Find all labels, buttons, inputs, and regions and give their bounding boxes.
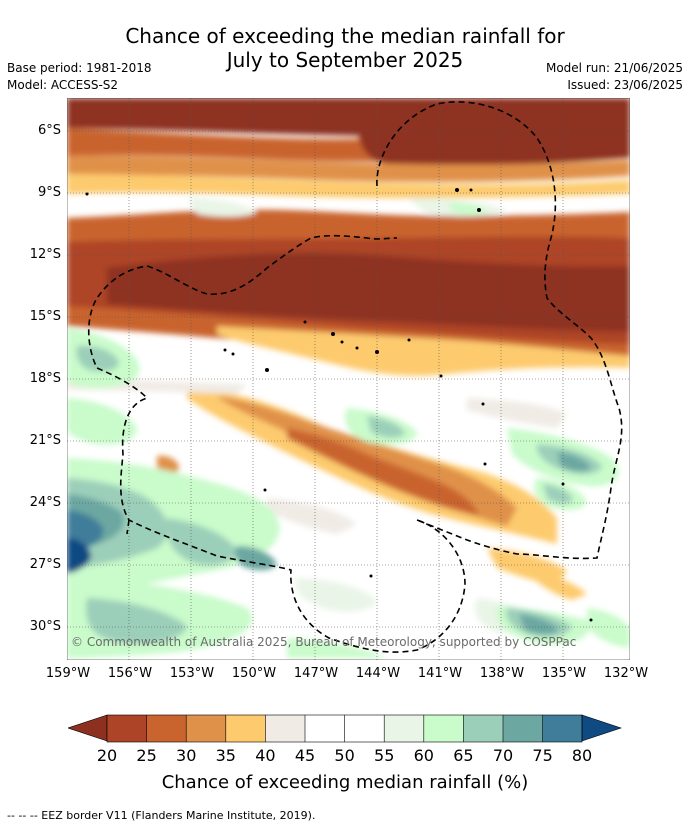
colorbar-bin-60-65	[423, 715, 464, 742]
meta-left: Base period: 1981-2018 Model: ACCESS-S2	[7, 60, 152, 94]
lat-label-18s: 18°S	[29, 371, 61, 386]
colorbar-tick-35: 35	[215, 746, 236, 765]
meta-right: Model run: 21/06/2025 Issued: 23/06/2025	[546, 60, 683, 94]
lon-label-132w: 132°W	[603, 666, 649, 681]
colorbar-bin-40-45	[265, 715, 305, 742]
title-line-1: Chance of exceeding the median rainfall …	[125, 24, 565, 48]
lon-label-135w: 135°W	[541, 666, 587, 681]
colorbar-tick-30: 30	[176, 746, 197, 765]
islands	[85, 188, 593, 622]
lat-label-21s: 21°S	[29, 433, 61, 448]
colorbar-bin-30-35	[186, 715, 226, 742]
rainfall-map: © Commonwealth of Australia 2025, Bureau…	[67, 98, 630, 660]
colorbar-bin-35-40	[225, 715, 266, 742]
colorbar-label: Chance of exceeding median rainfall (%)	[161, 772, 529, 793]
colorbar-tick-60: 60	[413, 746, 434, 765]
colorbar-tick-55: 55	[374, 746, 395, 765]
colorbar-tick-40: 40	[255, 746, 276, 765]
lon-label-141w: 141°W	[417, 666, 463, 681]
colorbar-bin-50-55	[344, 715, 385, 742]
colorbar-bin-20-25	[107, 715, 147, 742]
lat-label-6s: 6°S	[37, 123, 61, 138]
lat-label-15s: 15°S	[29, 309, 61, 324]
lon-label-153w: 153°W	[169, 666, 215, 681]
lat-label-9s: 9°S	[37, 185, 61, 200]
colorbar-tick-45: 45	[294, 746, 316, 765]
colorbar-bin-25-30	[146, 715, 187, 742]
lat-label-30s: 30°S	[29, 619, 61, 634]
eez-footnote: -- -- -- EEZ border V11 (Flanders Marine…	[7, 809, 316, 822]
colorbar-tick-80: 80	[571, 746, 593, 765]
eez-border	[87, 101, 623, 653]
lon-label-147w: 147°W	[293, 666, 339, 681]
model-run: Model run: 21/06/2025	[545, 61, 683, 75]
map-copyright: © Commonwealth of Australia 2025, Bureau…	[71, 635, 576, 649]
lon-label-150w: 150°W	[231, 666, 277, 681]
rainfall-bands	[67, 98, 630, 658]
colorbar-tick-75: 75	[532, 746, 553, 765]
colorbar-tick-65: 65	[453, 746, 474, 765]
title-line-2: July to September 2025	[226, 48, 464, 72]
model-name: Model: ACCESS-S2	[7, 78, 119, 92]
lon-label-159w: 159°W	[45, 666, 91, 681]
colorbar-tick-70: 70	[492, 746, 514, 765]
colorbar-bin-45-50	[305, 715, 345, 742]
colorbar-bin-75-80	[542, 715, 582, 742]
colorbar-bin-70-75	[503, 715, 543, 742]
base-period: Base period: 1981-2018	[7, 61, 152, 75]
lon-label-144w: 144°W	[355, 666, 401, 681]
colorbar-tick-20: 20	[96, 746, 118, 765]
map-title: Chance of exceeding the median rainfall …	[0, 24, 690, 72]
graticule	[67, 98, 630, 660]
colorbar-bin-65-70	[463, 715, 503, 742]
lon-label-156w: 156°W	[107, 666, 153, 681]
colorbar-tick-25: 25	[136, 746, 157, 765]
colorbar-high-arrow	[581, 714, 622, 742]
lon-label-138w: 138°W	[479, 666, 525, 681]
colorbar-low-arrow	[68, 714, 108, 742]
colorbar	[68, 714, 622, 743]
colorbar-tick-50: 50	[334, 746, 355, 765]
lat-label-12s: 12°S	[29, 247, 61, 262]
lat-label-24s: 24°S	[29, 495, 61, 510]
colorbar-bin-55-60	[384, 715, 424, 742]
issued-date: Issued: 23/06/2025	[567, 78, 683, 92]
lat-label-27s: 27°S	[29, 557, 61, 572]
